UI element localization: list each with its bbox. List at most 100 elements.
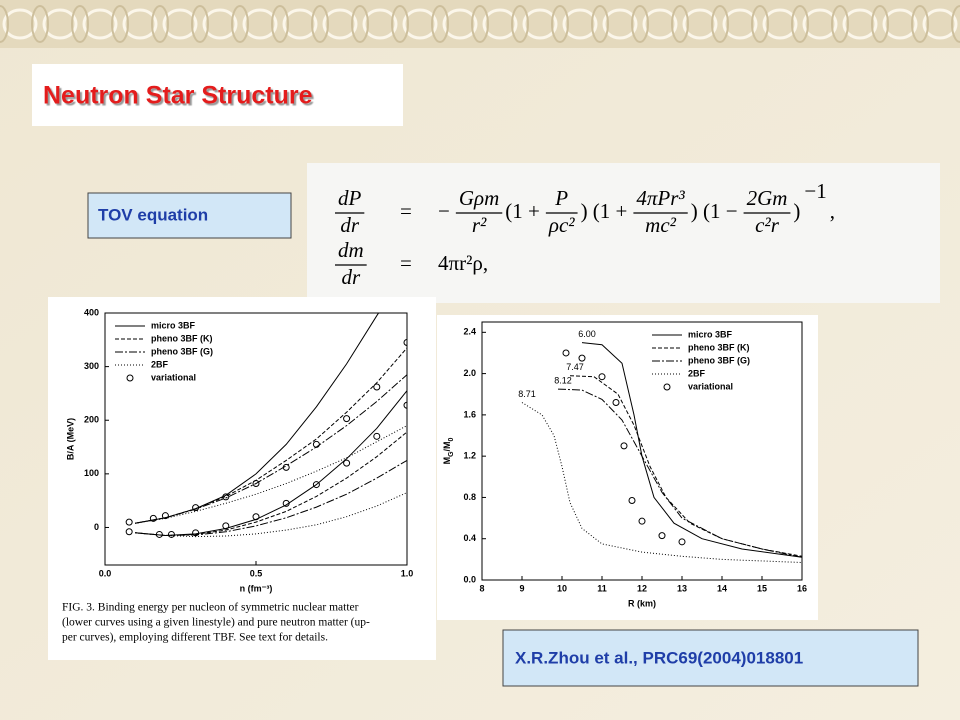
y-tick-label: 1.6 [463, 409, 476, 419]
y-tick-label: 300 [84, 361, 99, 371]
chart: 8 9 10 11 12 13 14 15 16 0.0 0.4 0.8 1.2 1.6 2.0 2.4 R (… [442, 321, 807, 608]
rhs-num: 2Gm [747, 186, 788, 210]
rhs-num: Gρm [459, 186, 499, 210]
equation-panel [307, 163, 940, 303]
point [312, 440, 320, 448]
y-axis-label: B/A (MeV) [65, 418, 75, 460]
rhs-text: 4πr²ρ, [438, 251, 488, 275]
relation: = [400, 199, 412, 223]
point [125, 518, 133, 526]
point [252, 513, 260, 521]
point [620, 442, 628, 450]
point [403, 338, 407, 346]
point [149, 514, 157, 522]
legend-marker [126, 374, 134, 382]
point [161, 512, 169, 520]
legend-label: micro 3BF [151, 320, 196, 330]
y-axis-label-sub: G [448, 451, 455, 457]
peak-label: 8.12 [554, 375, 572, 385]
legend-label: 2BF [688, 368, 706, 378]
x-axis-label: R (km) [628, 598, 656, 608]
y-tick-label: 0.8 [463, 492, 476, 502]
point [282, 463, 290, 471]
legend-label: pheno 3BF (K) [151, 333, 213, 343]
legend-label: 2BF [151, 359, 169, 369]
point [192, 529, 200, 537]
legend-label: pheno 3BF (K) [688, 342, 750, 352]
reference: X.R.Zhou et al., PRC69(2004)018801 [515, 648, 803, 667]
point [612, 398, 620, 406]
plot-area [521, 342, 802, 563]
legend-label: variational [688, 381, 733, 391]
y-axis-label-part: /M [442, 441, 452, 451]
superscript: −1 [804, 179, 826, 203]
point [598, 373, 606, 381]
point [562, 349, 570, 357]
point [222, 522, 230, 530]
plot-area [125, 313, 407, 538]
x-tick-label: 12 [637, 583, 647, 593]
curve [581, 342, 802, 558]
peak-label: 6.00 [578, 329, 596, 339]
title-box [32, 64, 403, 126]
curve [135, 347, 407, 524]
chart: 0.0 0.5 1.0 0 100 200 300 400 n (fm⁻³) B/A (MeV) m… [62, 307, 413, 644]
reference-box [502, 629, 919, 687]
curve [135, 492, 407, 538]
border [0, 0, 960, 48]
rhs-text: ) (1 + [581, 199, 628, 223]
y-tick-label: 2.0 [463, 368, 476, 378]
peak-label: 7.47 [566, 362, 584, 372]
y-tick-label: 0 [94, 522, 99, 532]
curve [135, 459, 407, 537]
y-tick-label: 200 [84, 415, 99, 425]
relation: = [400, 251, 412, 275]
point [252, 480, 260, 488]
lhs-num: dP [338, 186, 362, 210]
point [312, 481, 320, 489]
rhs-text: , [830, 199, 835, 223]
point [628, 497, 636, 505]
y-tick-label: 100 [84, 468, 99, 478]
point [155, 530, 163, 538]
lhs-den: dr [340, 213, 360, 237]
y-tick-label: 0.0 [463, 574, 476, 584]
legend-label: variational [151, 372, 196, 382]
rhs-den: r² [472, 213, 487, 237]
y-axis-label-sub: 0 [448, 437, 455, 441]
caption-line: per curves), employing different TBF. Se… [62, 632, 328, 644]
lhs-num: dm [338, 238, 364, 262]
x-tick-label: 14 [717, 583, 727, 593]
peak-label: 8.71 [518, 389, 536, 399]
x-tick-label: 16 [797, 583, 807, 593]
point [678, 538, 686, 546]
curve [521, 402, 802, 563]
figure-left [48, 297, 436, 660]
rhs-den: c²r [755, 213, 780, 237]
rhs-text: ) [793, 199, 800, 223]
y-axis-label: MG/M0 [442, 437, 454, 464]
figure-right [437, 315, 818, 620]
rhs-text: ) (1 − [691, 199, 738, 223]
point [167, 530, 175, 538]
curve [135, 374, 407, 524]
title: Neutron Star Structure [43, 82, 313, 110]
point [125, 528, 133, 536]
y-tick-label: 400 [84, 307, 99, 317]
point [373, 383, 381, 391]
x-tick-label: 9 [519, 583, 524, 593]
point [373, 432, 381, 440]
x-tick-label: 13 [677, 583, 687, 593]
caption-line: FIG. 3. Binding energy per nucleon of sy… [62, 602, 359, 614]
rhs-text: − [438, 199, 450, 223]
x-tick-label: 8 [479, 583, 484, 593]
x-tick-label: 0.5 [250, 568, 263, 578]
point [222, 493, 230, 501]
y-tick-label: 2.4 [463, 327, 476, 337]
x-tick-label: 0.0 [99, 568, 112, 578]
x-tick-label: 11 [597, 583, 607, 593]
legend-marker [663, 383, 671, 391]
